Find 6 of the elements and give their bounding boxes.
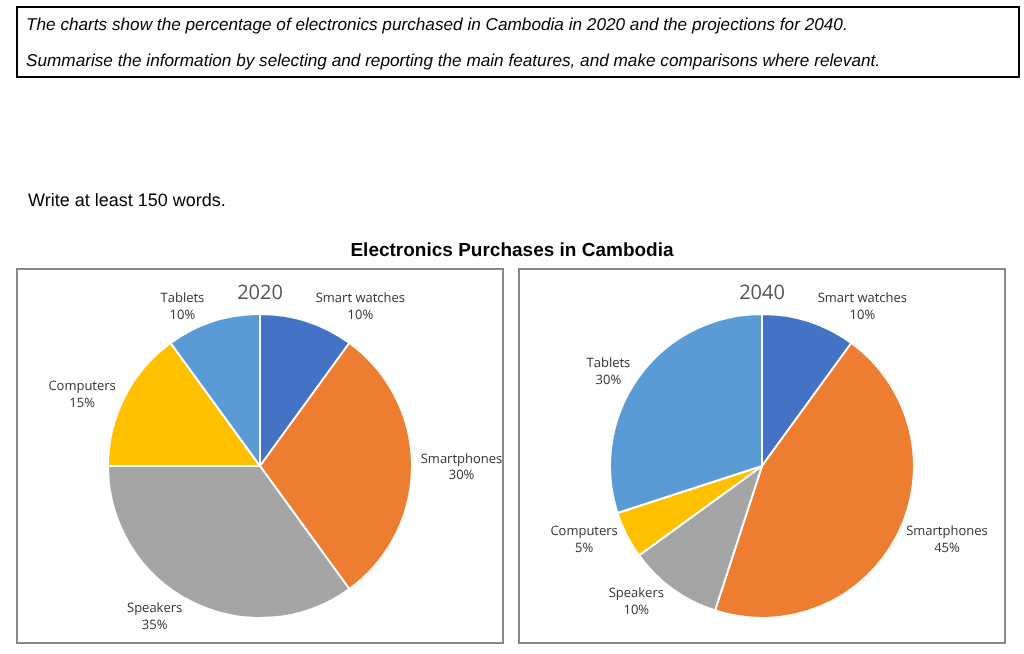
text: Summarise the information by selecting and reporting the main features, and make comparisons where relevant. bbox=[26, 48, 883, 72]
chart-title: Electronics Purchases in Cambodia bbox=[348, 240, 676, 262]
chart-subtitle: 2020 bbox=[237, 276, 284, 305]
text: Write at least 150 words. bbox=[28, 190, 226, 210]
text: The charts show the percentage of electronics purchased in Cambodia in 2020 and the projections for 2040. bbox=[26, 12, 850, 36]
chart-title: 2040 bbox=[739, 276, 786, 305]
